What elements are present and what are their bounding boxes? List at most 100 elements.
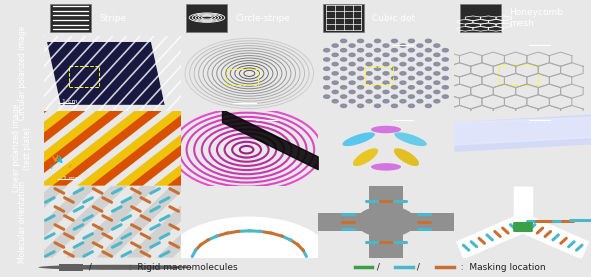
- Circle shape: [375, 67, 381, 70]
- Circle shape: [391, 67, 398, 70]
- Circle shape: [417, 63, 423, 66]
- Circle shape: [408, 67, 414, 70]
- Circle shape: [164, 217, 334, 277]
- Circle shape: [426, 39, 431, 43]
- Polygon shape: [96, 186, 188, 258]
- Text: Stripe: Stripe: [99, 14, 126, 22]
- Circle shape: [442, 95, 449, 98]
- Circle shape: [426, 58, 431, 61]
- Polygon shape: [0, 111, 9, 186]
- Polygon shape: [0, 111, 47, 186]
- Circle shape: [408, 48, 414, 52]
- Circle shape: [340, 86, 347, 89]
- Bar: [365, 67, 393, 84]
- Circle shape: [332, 53, 338, 57]
- Circle shape: [434, 81, 440, 84]
- Circle shape: [324, 67, 330, 70]
- Circle shape: [366, 53, 372, 57]
- Text: /: /: [374, 263, 382, 272]
- Text: y': y': [50, 164, 56, 169]
- Text: 1 cm: 1 cm: [62, 99, 77, 104]
- Circle shape: [383, 53, 389, 57]
- Circle shape: [358, 76, 363, 80]
- Polygon shape: [0, 111, 85, 186]
- Circle shape: [442, 86, 449, 89]
- Circle shape: [366, 90, 372, 94]
- Circle shape: [408, 76, 414, 80]
- Circle shape: [349, 90, 355, 94]
- Polygon shape: [77, 111, 200, 186]
- Polygon shape: [154, 111, 277, 186]
- Bar: [318, 213, 454, 230]
- Circle shape: [375, 76, 381, 80]
- Circle shape: [417, 72, 423, 75]
- Polygon shape: [0, 111, 85, 186]
- Circle shape: [332, 90, 338, 94]
- Circle shape: [340, 95, 347, 98]
- Circle shape: [356, 206, 416, 237]
- Circle shape: [358, 39, 363, 43]
- Circle shape: [391, 95, 398, 98]
- Circle shape: [358, 67, 363, 70]
- Ellipse shape: [371, 126, 401, 133]
- Polygon shape: [66, 186, 158, 258]
- Circle shape: [38, 265, 192, 270]
- Circle shape: [375, 39, 381, 43]
- Polygon shape: [36, 186, 128, 258]
- Circle shape: [400, 72, 406, 75]
- Circle shape: [391, 104, 398, 107]
- Polygon shape: [39, 111, 162, 186]
- Circle shape: [400, 53, 406, 57]
- Circle shape: [417, 44, 423, 47]
- Circle shape: [408, 95, 414, 98]
- Circle shape: [324, 95, 330, 98]
- Circle shape: [349, 100, 355, 103]
- Polygon shape: [0, 186, 37, 258]
- Circle shape: [442, 58, 449, 61]
- Circle shape: [434, 63, 440, 66]
- Circle shape: [349, 44, 355, 47]
- Circle shape: [400, 90, 406, 94]
- Circle shape: [324, 86, 330, 89]
- Bar: [50, 4, 91, 32]
- Circle shape: [332, 63, 338, 66]
- Circle shape: [332, 100, 338, 103]
- Circle shape: [332, 81, 338, 84]
- Circle shape: [400, 100, 406, 103]
- Text: Honeycomb
mesh: Honeycomb mesh: [509, 8, 563, 28]
- Bar: [499, 64, 538, 84]
- Circle shape: [426, 95, 431, 98]
- Circle shape: [358, 48, 363, 52]
- Ellipse shape: [394, 148, 419, 166]
- Circle shape: [324, 48, 330, 52]
- Polygon shape: [157, 186, 248, 258]
- Polygon shape: [206, 111, 315, 186]
- Circle shape: [349, 72, 355, 75]
- Circle shape: [383, 100, 389, 103]
- Text: Circular polarized image: Circular polarized image: [18, 26, 27, 120]
- Circle shape: [375, 48, 381, 52]
- Circle shape: [340, 48, 347, 52]
- Circle shape: [358, 86, 363, 89]
- Circle shape: [358, 104, 363, 107]
- Circle shape: [391, 48, 398, 52]
- Circle shape: [332, 44, 338, 47]
- Polygon shape: [129, 111, 238, 186]
- Circle shape: [426, 86, 431, 89]
- Polygon shape: [0, 111, 47, 186]
- Polygon shape: [244, 111, 353, 186]
- Circle shape: [391, 58, 398, 61]
- Circle shape: [375, 58, 381, 61]
- Circle shape: [366, 72, 372, 75]
- Circle shape: [366, 81, 372, 84]
- Circle shape: [442, 48, 449, 52]
- Bar: [69, 66, 99, 87]
- Polygon shape: [53, 111, 162, 186]
- Circle shape: [426, 67, 431, 70]
- Polygon shape: [0, 111, 9, 186]
- Circle shape: [400, 63, 406, 66]
- Bar: [228, 69, 258, 85]
- Text: Molecular orientation: Molecular orientation: [18, 181, 27, 263]
- Circle shape: [366, 44, 372, 47]
- Ellipse shape: [394, 132, 427, 146]
